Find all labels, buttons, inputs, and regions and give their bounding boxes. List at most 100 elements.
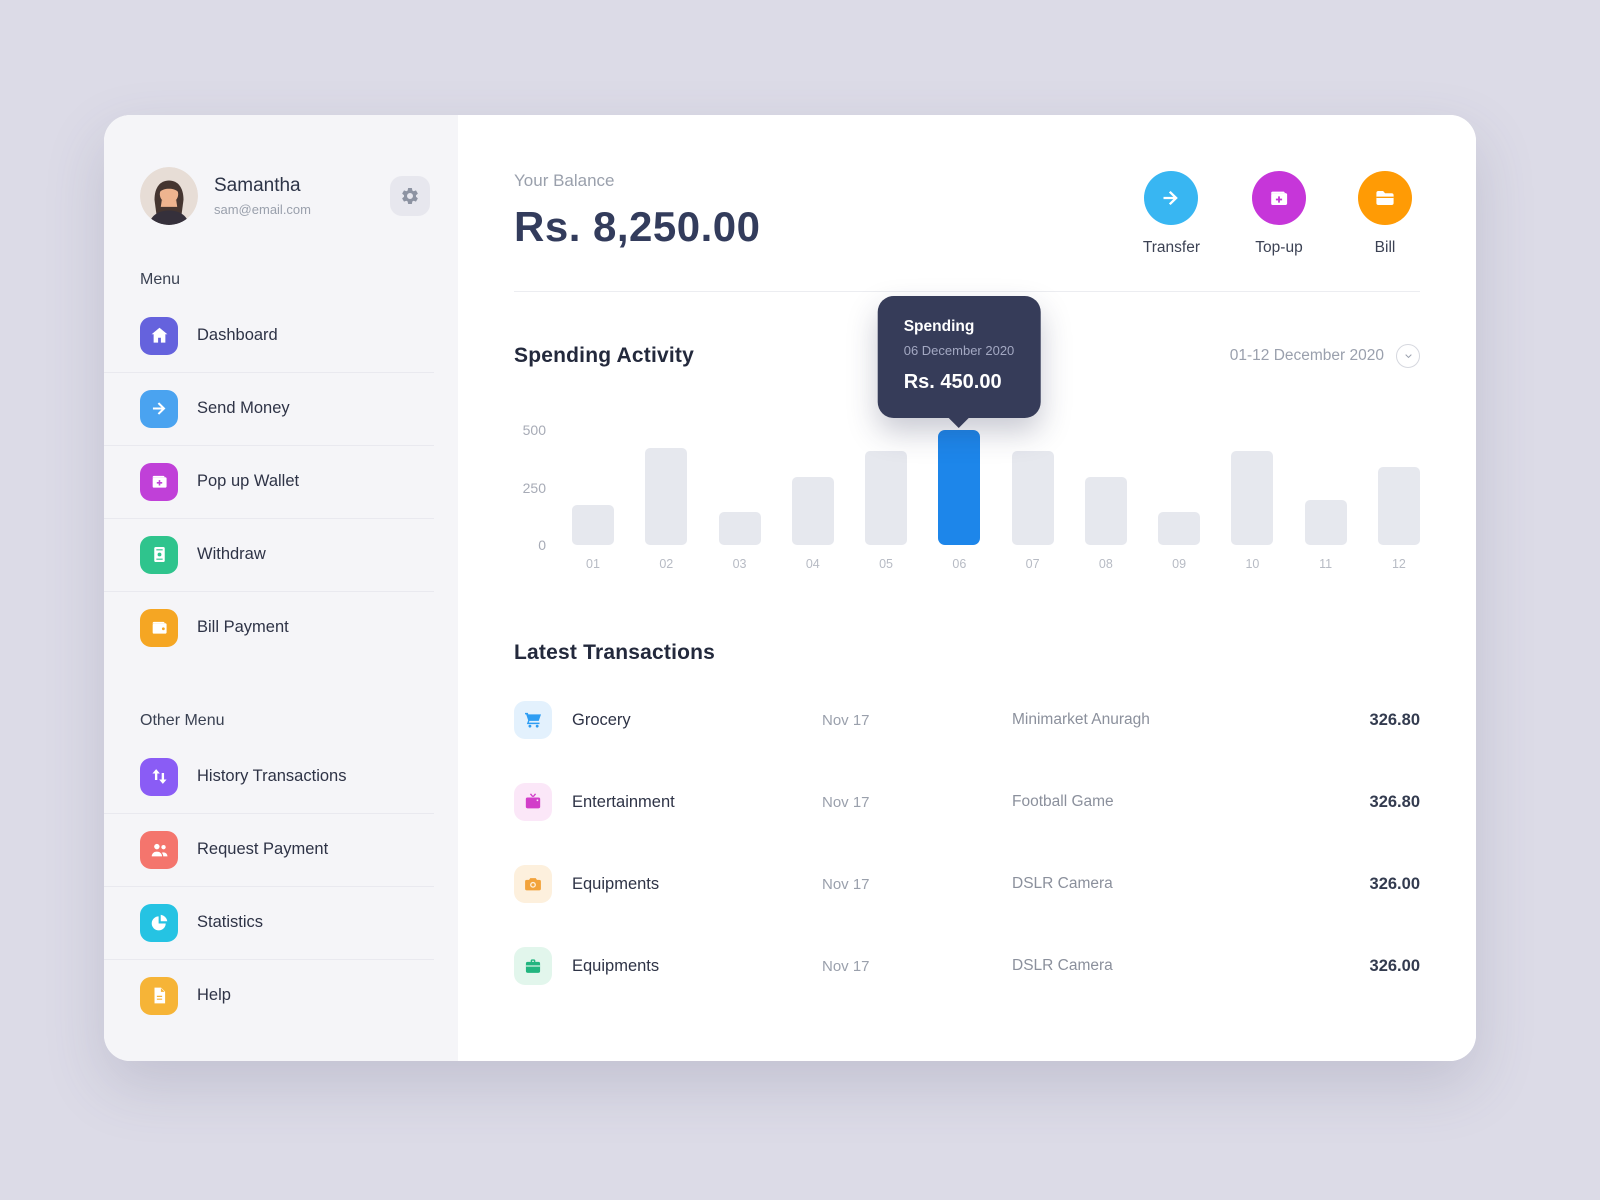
avatar-image xyxy=(140,167,198,225)
chart-x-label: 04 xyxy=(805,557,820,571)
menu-item-label: Request Payment xyxy=(197,840,329,858)
date-range-selector[interactable]: 01-12 December 2020 xyxy=(1230,344,1420,368)
transaction-icon-tile xyxy=(514,865,552,903)
user-name: Samantha xyxy=(214,175,301,196)
home-icon xyxy=(151,327,167,343)
chart-bar-slot-08: 08 xyxy=(1084,430,1127,571)
transactions-list: Grocery Nov 17 Minimarket Anuragh 326.80… xyxy=(514,679,1420,1007)
chart-bar[interactable] xyxy=(1377,466,1420,545)
arrows-up-down-icon xyxy=(151,769,167,784)
transaction-date: Nov 17 xyxy=(822,793,870,811)
chart-bar-slot-03: 03 xyxy=(718,430,761,571)
avatar xyxy=(140,167,198,225)
chart-x-label: 12 xyxy=(1391,557,1406,571)
menu-icon-tile xyxy=(140,608,178,647)
wallet-plus-icon xyxy=(1271,191,1288,205)
banknote-icon xyxy=(153,546,165,563)
balance-block: Your Balance Rs. 8,250.00 xyxy=(514,171,761,251)
chart-bar[interactable] xyxy=(1231,450,1274,545)
chart-bar[interactable] xyxy=(645,448,688,545)
transaction-category: Grocery xyxy=(572,710,631,729)
chart-bar[interactable] xyxy=(1084,477,1127,545)
balance-value: Rs. 8,250.00 xyxy=(514,203,761,250)
chart-bar-slot-02: 02 xyxy=(645,430,688,571)
sidebar-item-dashboard[interactable]: Dashboard xyxy=(140,299,430,372)
transaction-row[interactable]: Entertainment Nov 17 Football Game 326.8… xyxy=(514,761,1420,843)
sidebar-item-pop-up-wallet[interactable]: Pop up Wallet xyxy=(104,445,434,518)
chart-bar-slot-09: 09 xyxy=(1158,430,1201,571)
chart-x-label: 01 xyxy=(586,557,600,571)
cart-icon xyxy=(525,712,541,728)
sidebar-item-withdraw[interactable]: Withdraw xyxy=(104,518,434,591)
transaction-description: Minimarket Anuragh xyxy=(1012,711,1150,728)
chart-x-label: 09 xyxy=(1172,557,1187,571)
chart-x-label: 02 xyxy=(659,557,674,571)
transaction-date: Nov 17 xyxy=(822,711,870,729)
sidebar-item-bill-payment[interactable]: Bill Payment xyxy=(104,591,434,664)
gear-icon xyxy=(402,187,418,204)
chart-x-label: 07 xyxy=(1025,557,1040,571)
menu-item-label: Pop up Wallet xyxy=(197,472,300,490)
sidebar-item-send-money[interactable]: Send Money xyxy=(104,372,434,445)
transaction-description: DSLR Camera xyxy=(1012,957,1113,974)
wallet-icon xyxy=(152,621,167,634)
tooltip-title: Spending xyxy=(903,318,975,335)
transaction-row[interactable]: Grocery Nov 17 Minimarket Anuragh 326.80 xyxy=(514,679,1420,761)
balance-row: Your Balance Rs. 8,250.00 Transfer Top-u… xyxy=(514,171,1420,257)
menu-icon-tile xyxy=(140,903,178,942)
other-menu-section-label: Other Menu xyxy=(140,712,225,729)
action-label: Top-up xyxy=(1255,239,1303,256)
chart-bar-slot-06: 06 xyxy=(938,430,981,571)
menu-item-label: Help xyxy=(197,986,231,1004)
action-circle xyxy=(1144,171,1199,225)
profile-text: Samantha sam@email.com xyxy=(214,175,390,217)
transaction-category: Entertainment xyxy=(572,792,675,811)
chart-bar-selected[interactable] xyxy=(938,430,981,545)
menu-item-label: History Transactions xyxy=(197,767,347,785)
transaction-amount: 326.80 xyxy=(1369,792,1420,811)
chart-bar[interactable] xyxy=(572,504,614,545)
other-menu: History Transactions Request Payment Sta… xyxy=(104,740,434,1032)
transaction-description: DSLR Camera xyxy=(1012,875,1113,892)
briefcase-icon xyxy=(525,959,541,973)
menu-icon-tile xyxy=(140,976,178,1015)
chart-tooltip: Spending 06 December 2020 Rs. 450.00 xyxy=(877,296,1041,418)
chart-bar[interactable] xyxy=(865,450,908,545)
chart-bar[interactable] xyxy=(1011,450,1054,545)
sidebar-item-request-payment[interactable]: Request Payment xyxy=(104,813,434,886)
bill-button[interactable]: Bill xyxy=(1358,171,1412,257)
balance-label: Your Balance xyxy=(514,171,615,190)
sidebar-item-statistics[interactable]: Statistics xyxy=(104,886,434,959)
folder-icon xyxy=(1376,191,1394,205)
transfer-button[interactable]: Transfer xyxy=(1143,171,1200,257)
sidebar-item-help[interactable]: Help xyxy=(104,959,434,1032)
camera-icon xyxy=(525,878,541,891)
arrow-right-icon xyxy=(152,402,165,415)
chart-bars: 01 02 03 04 05 06 07 08 09 10 11 12 xyxy=(572,430,1420,571)
transaction-row[interactable]: Equipments Nov 17 DSLR Camera 326.00 xyxy=(514,843,1420,925)
action-label: Bill xyxy=(1374,239,1396,256)
chart-bar[interactable] xyxy=(791,477,834,545)
tooltip-date: 06 December 2020 xyxy=(903,343,1015,358)
chart-y-tick: 500 xyxy=(522,422,546,438)
settings-button[interactable] xyxy=(390,176,430,216)
app-card: Samantha sam@email.com Menu Dashboard Se… xyxy=(104,115,1476,1061)
chart-bar[interactable] xyxy=(718,511,761,545)
menu-item-label: Bill Payment xyxy=(197,618,289,636)
top-up-button[interactable]: Top-up xyxy=(1252,171,1306,257)
chart-bar-slot-07: 07 xyxy=(1011,430,1054,571)
menu-icon-tile xyxy=(140,757,178,796)
main-menu: Dashboard Send Money Pop up Wallet Withd… xyxy=(104,299,434,664)
sidebar-item-history-transactions[interactable]: History Transactions xyxy=(140,740,430,813)
arrow-right-icon xyxy=(1163,191,1179,205)
transaction-row[interactable]: Equipments Nov 17 DSLR Camera 326.00 xyxy=(514,925,1420,1007)
chart-bar[interactable] xyxy=(1304,500,1347,545)
transaction-date: Nov 17 xyxy=(822,957,870,975)
transaction-icon-tile xyxy=(514,947,552,985)
menu-item-label: Dashboard xyxy=(197,326,278,344)
chart-bar[interactable] xyxy=(1158,511,1201,545)
transactions-title: Latest Transactions xyxy=(514,641,716,664)
transaction-amount: 326.00 xyxy=(1369,874,1420,893)
menu-item-label: Statistics xyxy=(197,913,264,931)
chart-x-label: 03 xyxy=(732,557,747,571)
